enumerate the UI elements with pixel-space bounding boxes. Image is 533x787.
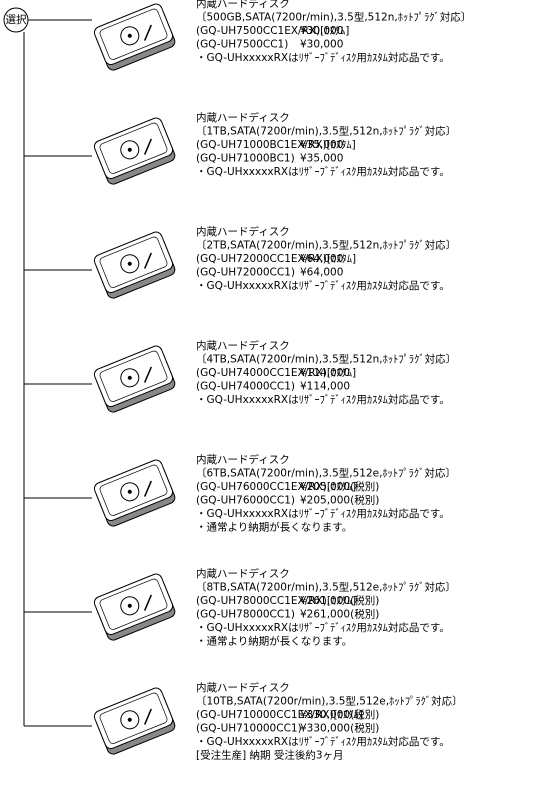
note: ・GQ-UHxxxxxRXはﾘｻﾞｰﾌﾞﾃﾞｨｽｸ用ｶｽﾀﾑ対応品です。 bbox=[196, 279, 450, 292]
item-spec: 〔6TB,SATA(7200r/min),3.5型,512e,ﾎｯﾄﾌﾟﾗｸﾞ対… bbox=[196, 467, 456, 480]
model: (GQ-UH74000CC1) bbox=[196, 381, 295, 393]
model: (GQ-UH78000CC1) bbox=[196, 609, 295, 621]
item-title: 内蔵ハードディスク bbox=[196, 0, 290, 10]
price: ¥261,000(税別) bbox=[300, 608, 379, 621]
note: ・GQ-UHxxxxxRXはﾘｻﾞｰﾌﾞﾃﾞｨｽｸ用ｶｽﾀﾑ対応品です。 bbox=[196, 393, 450, 406]
selector-label[interactable]: 選択 bbox=[6, 13, 27, 26]
note: ・GQ-UHxxxxxRXはﾘｻﾞｰﾌﾞﾃﾞｨｽｸ用ｶｽﾀﾑ対応品です。 bbox=[196, 507, 450, 520]
model: (GQ-UH7500CC1) bbox=[196, 39, 288, 51]
item-spec: 〔1TB,SATA(7200r/min),3.5型,512n,ﾎｯﾄﾌﾟﾗｸﾞ対… bbox=[196, 125, 456, 138]
price: ¥261,000(税別) bbox=[300, 594, 379, 607]
model: (GQ-UH72000CC1) bbox=[196, 267, 295, 279]
item-spec: 〔10TB,SATA(7200r/min),3.5型,512e,ﾎｯﾄﾌﾟﾗｸﾞ… bbox=[196, 695, 463, 708]
price: ¥330,000(税別) bbox=[300, 708, 379, 721]
item-spec: 〔8TB,SATA(7200r/min),3.5型,512e,ﾎｯﾄﾌﾟﾗｸﾞ対… bbox=[196, 581, 456, 594]
price: ¥114,000 bbox=[300, 367, 350, 379]
hdd-icon bbox=[91, 457, 178, 529]
price: ¥205,000(税別) bbox=[300, 480, 379, 493]
model: (GQ-UH71000BC1) bbox=[196, 153, 295, 165]
model: (GQ-UH710000CC1) bbox=[196, 723, 302, 735]
item-title: 内蔵ハードディスク bbox=[196, 681, 290, 694]
item-spec: 〔2TB,SATA(7200r/min),3.5型,512n,ﾎｯﾄﾌﾟﾗｸﾞ対… bbox=[196, 239, 456, 252]
hdd-icon bbox=[91, 685, 178, 757]
hdd-icon bbox=[91, 1, 178, 73]
price: ¥35,000 bbox=[300, 153, 343, 165]
price: ¥30,000 bbox=[300, 25, 343, 37]
model: (GQ-UH710000CC1EX/RX)[ｶｽﾀﾑ] bbox=[196, 709, 363, 721]
model: (GQ-UH78000CC1EX/RX)[ｶｽﾀﾑ] bbox=[196, 595, 356, 607]
item-spec: 〔4TB,SATA(7200r/min),3.5型,512n,ﾎｯﾄﾌﾟﾗｸﾞ対… bbox=[196, 353, 456, 366]
model: (GQ-UH76000CC1EX/RX)[ｶｽﾀﾑ] bbox=[196, 481, 356, 493]
price: ¥30,000 bbox=[300, 39, 343, 51]
item-title: 内蔵ハードディスク bbox=[196, 111, 290, 124]
price: ¥64,000 bbox=[300, 253, 343, 265]
price: ¥205,000(税別) bbox=[300, 494, 379, 507]
note: ・通常より納期が長くなります。 bbox=[196, 521, 352, 534]
model: (GQ-UH71000BC1EX/RX)[ｶｽﾀﾑ] bbox=[196, 139, 356, 151]
model: (GQ-UH74000CC1EX/RX)[ｶｽﾀﾑ] bbox=[196, 367, 356, 379]
note: ・通常より納期が長くなります。 bbox=[196, 635, 352, 648]
model: (GQ-UH72000CC1EX/RX)[ｶｽﾀﾑ] bbox=[196, 253, 356, 265]
hdd-icon bbox=[91, 229, 178, 301]
item-spec: 〔500GB,SATA(7200r/min),3.5型,512n,ﾎｯﾄﾌﾟﾗｸ… bbox=[196, 11, 471, 24]
item-title: 内蔵ハードディスク bbox=[196, 453, 290, 466]
price: ¥330,000(税別) bbox=[300, 722, 379, 735]
hdd-icon bbox=[91, 343, 178, 415]
item-title: 内蔵ハードディスク bbox=[196, 339, 290, 352]
note: ・GQ-UHxxxxxRXはﾘｻﾞｰﾌﾞﾃﾞｨｽｸ用ｶｽﾀﾑ対応品です。 bbox=[196, 51, 450, 64]
note: [受注生産] 納期 受注後約3ヶ月 bbox=[196, 749, 344, 762]
hdd-icon bbox=[91, 115, 178, 187]
note: ・GQ-UHxxxxxRXはﾘｻﾞｰﾌﾞﾃﾞｨｽｸ用ｶｽﾀﾑ対応品です。 bbox=[196, 165, 450, 178]
model: (GQ-UH76000CC1) bbox=[196, 495, 295, 507]
note: ・GQ-UHxxxxxRXはﾘｻﾞｰﾌﾞﾃﾞｨｽｸ用ｶｽﾀﾑ対応品です。 bbox=[196, 621, 450, 634]
note: ・GQ-UHxxxxxRXはﾘｻﾞｰﾌﾞﾃﾞｨｽｸ用ｶｽﾀﾑ対応品です。 bbox=[196, 735, 450, 748]
item-title: 内蔵ハードディスク bbox=[196, 225, 290, 238]
price: ¥64,000 bbox=[300, 267, 343, 279]
hdd-icon bbox=[91, 571, 178, 643]
item-title: 内蔵ハードディスク bbox=[196, 567, 290, 580]
price: ¥114,000 bbox=[300, 381, 350, 393]
price: ¥35,000 bbox=[300, 139, 343, 151]
model: (GQ-UH7500CC1EX/RX)[ｶｽﾀﾑ] bbox=[196, 25, 349, 37]
